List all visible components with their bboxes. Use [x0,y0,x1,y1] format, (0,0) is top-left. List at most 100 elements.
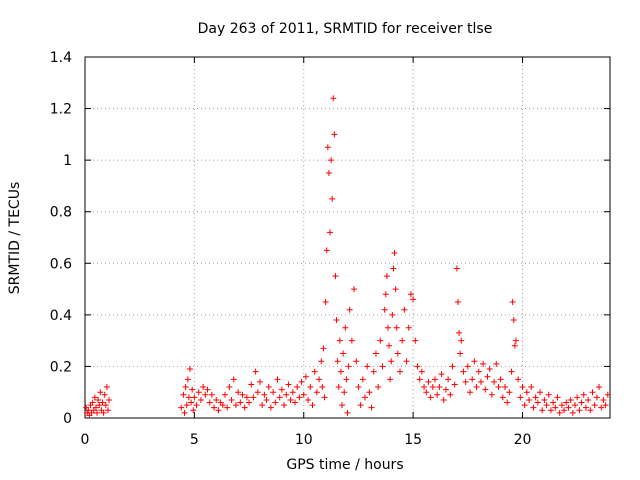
axis-ticks [84,56,610,419]
data-point [366,389,373,396]
data-point [508,368,515,375]
data-point [394,350,401,357]
data-point [213,396,220,403]
data-point [232,402,239,409]
data-point [480,360,487,367]
data-point [390,265,397,272]
data-point [381,306,388,313]
data-point [185,394,192,401]
data-point [343,376,350,383]
data-point [204,386,211,393]
data-point [211,404,218,411]
data-point [552,404,559,411]
data-point [224,404,231,411]
data-point [230,376,237,383]
data-point [429,384,436,391]
data-point [333,317,340,324]
data-point [403,358,410,365]
data-point [228,396,235,403]
data-point [534,399,541,406]
data-point [382,291,389,298]
data-point [506,389,513,396]
data-point [327,229,333,236]
data-point [370,368,377,375]
data-point [337,368,344,375]
data-point [519,384,526,391]
data-point [355,384,362,391]
data-point [386,342,393,349]
data-point [471,358,478,365]
y-tick-label: 0.4 [50,308,72,324]
data-point [436,384,443,391]
data-point [345,363,352,370]
data-point [91,394,98,401]
data-point [321,394,328,401]
data-point [353,358,360,365]
data-point [235,389,242,396]
data-point [292,399,298,406]
data-point [328,157,335,164]
data-point [473,384,480,391]
data-point [547,407,554,414]
data-point [401,306,408,313]
data-point [102,402,109,409]
plot-frame [84,56,611,419]
data-point [377,337,384,344]
data-point [512,337,519,344]
x-tick-label: 15 [404,432,422,448]
data-point [530,404,537,411]
data-point [477,378,484,385]
y-tick-label: 1 [63,153,72,169]
data-point [246,399,253,406]
data-point [598,404,605,411]
data-point [243,394,250,401]
data-point [554,394,561,401]
chart-title: Day 263 of 2011, SRMTID for receiver tls… [198,21,493,37]
data-point [578,399,585,406]
data-point [521,402,528,409]
data-point [178,404,185,411]
data-point [563,399,570,406]
y-tick-label: 0.2 [50,359,72,375]
data-point [407,291,414,298]
data-point [252,368,259,375]
data-point [567,396,574,403]
data-point [399,337,406,344]
data-point [368,404,375,411]
data-point [515,376,522,383]
data-point [600,396,607,403]
data-point [320,345,327,352]
data-point [342,324,349,331]
data-point [475,368,482,375]
data-point [85,407,92,414]
data-point [447,391,454,398]
data-point [330,95,337,102]
x-tick-label: 0 [81,432,90,448]
data-point [488,391,495,398]
data-point [405,324,412,331]
data-point [215,407,222,414]
data-point [528,384,535,391]
data-point [574,394,581,401]
data-point [388,358,395,365]
data-point [100,409,107,416]
data-point [206,399,213,406]
data-point [509,298,516,305]
data-point [397,368,403,375]
data-point [511,342,518,349]
data-point [569,409,576,416]
data-point [250,394,257,401]
data-point [281,402,288,409]
data-point [565,404,572,411]
data-point [324,144,331,151]
data-point [239,391,246,398]
data-point [248,381,255,388]
x-tick-label: 10 [295,432,313,448]
data-point [187,366,193,373]
data-point [517,394,524,401]
data-point [311,368,318,375]
x-tick-label: 5 [190,432,199,448]
data-point [499,394,506,401]
data-point [416,376,423,383]
data-point [272,399,279,406]
